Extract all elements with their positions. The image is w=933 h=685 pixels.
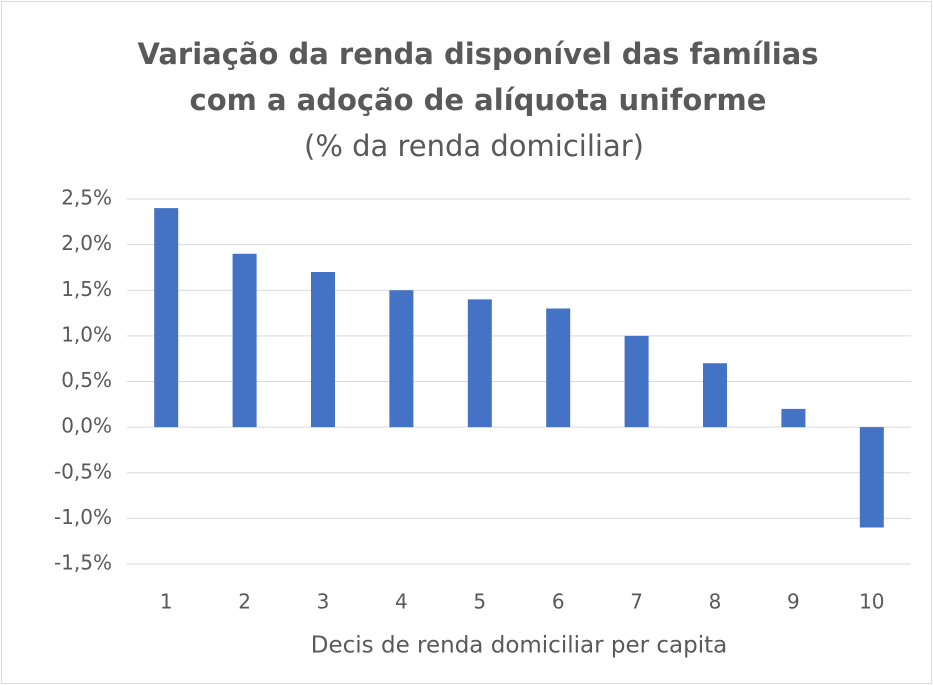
chart-subtitle: (% da renda domiciliar) (304, 129, 644, 163)
bar (703, 363, 727, 428)
bar (859, 427, 884, 528)
x-tick-label: 7 (630, 590, 643, 614)
y-tick-label: 2,5% (61, 186, 112, 210)
bar (546, 308, 571, 428)
x-tick-label: 5 (473, 590, 486, 614)
x-tick-label: 4 (395, 590, 408, 614)
y-tick-label: -1,5% (54, 551, 112, 575)
bar (311, 272, 335, 428)
x-tick-label: 10 (859, 590, 884, 614)
x-tick-label: 8 (709, 590, 722, 614)
y-tick-label: 1,5% (61, 277, 112, 301)
x-axis-label: Decis de renda domiciliar per capita (311, 633, 727, 659)
bar (624, 335, 649, 428)
x-tick-label: 6 (552, 590, 565, 614)
y-tick-label: -1,0% (54, 505, 112, 529)
x-tick-label: 3 (317, 590, 330, 614)
x-tick-label: 2 (238, 590, 251, 614)
x-tick-label: 1 (160, 590, 173, 614)
y-tick-label: -0,5% (54, 459, 112, 483)
y-tick-label: 2,0% (61, 231, 112, 255)
bar (232, 253, 257, 428)
bar (781, 408, 806, 428)
bar (389, 290, 414, 428)
chart-title: com a adoção de alíquota uniforme (190, 83, 767, 117)
y-tick-label: 0,5% (61, 368, 112, 392)
chart-title: Variação da renda disponível das família… (137, 37, 818, 71)
x-tick-label: 9 (787, 590, 800, 614)
bar (467, 299, 492, 428)
y-tick-label: 0,0% (61, 414, 112, 438)
bar (154, 208, 179, 428)
y-tick-label: 1,0% (61, 322, 112, 346)
